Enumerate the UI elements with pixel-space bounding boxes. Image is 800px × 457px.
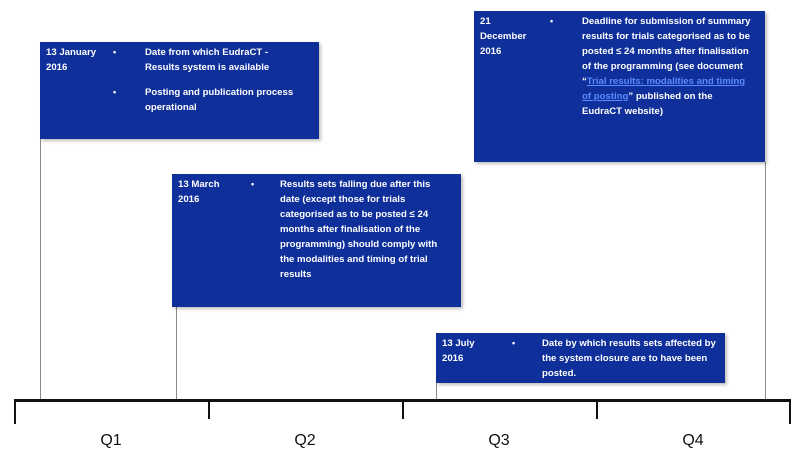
event-bullet: Results sets falling due after this date… bbox=[280, 179, 438, 280]
event-bullet: Date from which EudraCT - Results system… bbox=[145, 47, 270, 73]
event-date: 13 January 2016 bbox=[46, 47, 97, 73]
event-date: 21 December 2016 bbox=[480, 16, 527, 57]
quarter-label-q3: Q3 bbox=[488, 432, 510, 449]
axis-tick-q2-q3 bbox=[402, 399, 404, 419]
quarter-label-q1: Q1 bbox=[100, 432, 122, 449]
connector-mar bbox=[176, 306, 177, 400]
bullet-text-start: Deadline for submission of summary resul… bbox=[582, 16, 751, 87]
bullet-icon: • bbox=[113, 47, 117, 57]
event-box-dec: 21 December 2016 • Deadline for submissi… bbox=[474, 11, 765, 162]
event-bullet: Date by which results sets affected by t… bbox=[542, 338, 716, 379]
axis-tick-q3-q4 bbox=[596, 399, 598, 419]
quarter-label-q2: Q2 bbox=[294, 432, 316, 449]
event-date: 13 March 2016 bbox=[178, 179, 220, 205]
event-box-jul: 13 July 2016 • Date by which results set… bbox=[436, 333, 725, 383]
event-bullet: Posting and publication process operatio… bbox=[145, 87, 294, 113]
bullet-icon: • bbox=[512, 338, 516, 348]
bullet-icon: • bbox=[113, 87, 117, 97]
event-bullet: Deadline for submission of summary resul… bbox=[582, 14, 754, 119]
axis-tick-start bbox=[14, 399, 16, 424]
axis-tick-end bbox=[789, 399, 791, 424]
connector-dec bbox=[765, 162, 766, 400]
event-box-mar: 13 March 2016 • Results sets falling due… bbox=[172, 174, 461, 307]
bullet-icon: • bbox=[550, 16, 554, 26]
event-box-jan: 13 January 2016 • Date from which EudraC… bbox=[40, 42, 319, 139]
axis-tick-q1-q2 bbox=[208, 399, 210, 419]
quarter-label-q4: Q4 bbox=[682, 432, 704, 449]
connector-jul bbox=[436, 382, 437, 400]
connector-jan bbox=[40, 139, 41, 400]
document-link[interactable]: Trial results: modalities and timing of … bbox=[582, 76, 746, 102]
bullet-text-end: ” published on the EudraCT website) bbox=[582, 91, 713, 117]
event-date: 13 July 2016 bbox=[442, 338, 475, 364]
bullet-icon: • bbox=[251, 179, 255, 189]
